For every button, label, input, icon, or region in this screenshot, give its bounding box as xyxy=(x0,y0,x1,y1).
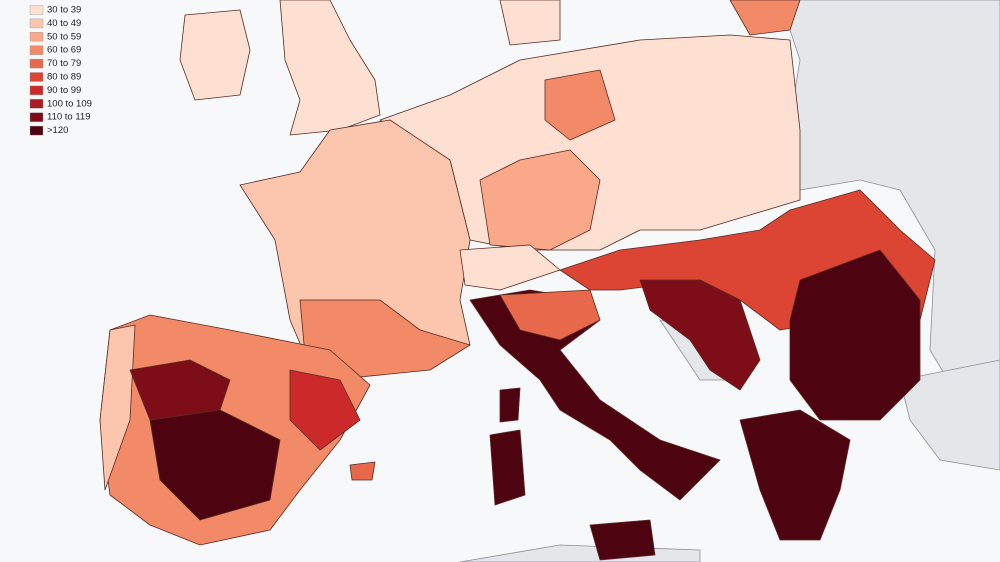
region xyxy=(279,0,381,136)
region xyxy=(499,289,601,341)
region xyxy=(129,359,231,421)
land-outside xyxy=(899,359,1000,471)
legend-swatch xyxy=(29,72,44,82)
region xyxy=(289,369,361,451)
legend-label: 90 to 99 xyxy=(47,85,81,96)
region xyxy=(739,409,851,541)
legend-swatch xyxy=(29,18,44,29)
region xyxy=(639,279,761,391)
region xyxy=(789,249,921,421)
region xyxy=(489,429,526,506)
region xyxy=(589,519,656,561)
region xyxy=(349,461,376,481)
legend-swatch xyxy=(29,45,44,55)
legend-label: 110 to 119 xyxy=(47,112,91,123)
region xyxy=(729,0,801,36)
legend: 30 to 39 40 to 49 50 to 59 60 to 69 70 to 79… xyxy=(29,5,92,136)
legend-swatch xyxy=(29,112,44,122)
region xyxy=(99,324,136,491)
region xyxy=(544,69,616,141)
regions xyxy=(99,0,936,561)
legend-swatch xyxy=(29,5,44,15)
region xyxy=(479,149,601,251)
legend-swatch xyxy=(29,125,44,136)
region xyxy=(499,387,521,423)
legend-label: >120 xyxy=(47,125,68,136)
legend-swatch xyxy=(29,32,44,42)
region xyxy=(239,119,471,376)
legend-swatch xyxy=(29,85,44,96)
legend-label: 100 to 109 xyxy=(47,98,92,109)
region xyxy=(459,244,561,291)
legend-swatch xyxy=(29,99,44,109)
legend-label: 30 to 39 xyxy=(47,5,81,16)
legend-label: 80 to 89 xyxy=(47,72,81,83)
legend-label: 60 to 69 xyxy=(47,45,81,56)
region xyxy=(179,9,251,101)
legend-label: 70 to 79 xyxy=(47,58,81,69)
legend-label: 40 to 49 xyxy=(47,18,81,29)
legend-label: 50 to 59 xyxy=(47,31,81,42)
legend-swatch xyxy=(29,58,44,69)
region xyxy=(499,0,561,46)
